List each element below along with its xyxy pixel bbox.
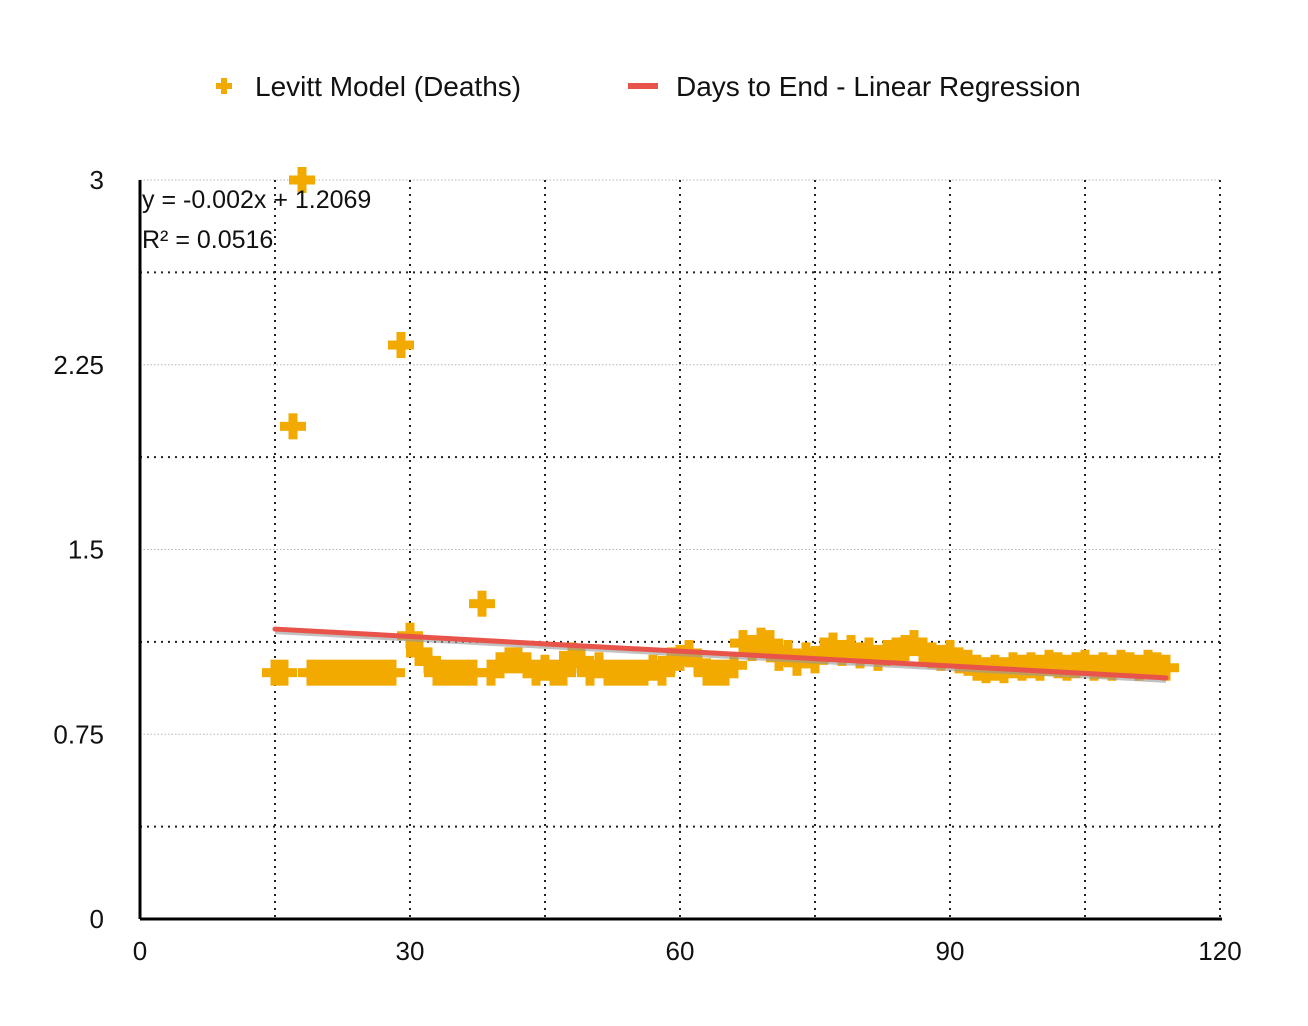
regression-line [272, 626, 1169, 681]
regression-r-squared: R² = 0.0516 [142, 226, 273, 254]
data-point [955, 649, 981, 676]
data-point [280, 413, 306, 440]
data-point [793, 642, 819, 669]
data-point [505, 647, 531, 674]
data-point [739, 635, 765, 662]
data-point [1099, 654, 1125, 681]
axes [138, 180, 1222, 921]
data-point [775, 639, 801, 666]
y-tick-label: 1.5 [68, 535, 104, 565]
data-point [901, 630, 927, 657]
data-point [757, 630, 783, 657]
data-point [838, 635, 864, 662]
x-tick-label: 90 [936, 936, 965, 966]
data-point [631, 659, 657, 686]
data-point [712, 659, 738, 686]
data-point [514, 652, 540, 679]
data-point [586, 652, 612, 679]
data-point [820, 632, 846, 659]
data-point [829, 639, 855, 666]
legend: Levitt Model (Deaths) Days to End - Line… [216, 71, 1081, 102]
data-point [388, 332, 414, 359]
data-point [1072, 649, 1098, 676]
data-point [892, 635, 918, 662]
data-point [865, 644, 891, 671]
data-point [289, 167, 315, 193]
x-tick-label: 120 [1198, 936, 1241, 966]
data-point [928, 644, 954, 671]
data-point [649, 659, 675, 686]
x-tick-label: 30 [396, 936, 425, 966]
data-point [667, 644, 693, 671]
data-point [640, 654, 666, 681]
y-tick-label: 0.75 [53, 719, 104, 749]
data-point [730, 630, 756, 657]
legend-marker-regression [628, 83, 658, 89]
data-point [406, 639, 432, 666]
data-point [478, 659, 504, 686]
x-tick-label: 60 [666, 936, 695, 966]
data-point [559, 642, 585, 669]
scatter-points [262, 167, 1179, 686]
data-point [910, 637, 936, 664]
data-point [487, 652, 513, 679]
data-point [469, 590, 495, 617]
data-point [460, 659, 486, 686]
data-point [1153, 654, 1179, 681]
x-tick-label: 0 [133, 936, 147, 966]
regression-line-shadow [274, 630, 1167, 683]
y-tick-label: 3 [90, 165, 104, 195]
regression-annotation: y = -0.002x + 1.2069 R² = 0.0516 [142, 186, 371, 254]
y-tick-label: 0 [90, 904, 104, 934]
data-point [379, 659, 405, 686]
data-point [784, 649, 810, 676]
regression-equation: y = -0.002x + 1.2069 [142, 186, 371, 214]
legend-label-regression: Days to End - Linear Regression [676, 71, 1081, 102]
data-point [1126, 654, 1152, 681]
data-point [685, 649, 711, 676]
data-point [532, 654, 558, 681]
grid [140, 179, 1221, 919]
tick-labels: 0 30 60 90 120 0 0.75 1.5 2.25 3 [53, 165, 1241, 966]
regression-line-group [272, 626, 1169, 683]
data-point [847, 642, 873, 669]
data-point [568, 647, 594, 674]
data-point [811, 637, 837, 664]
legend-label-levitt: Levitt Model (Deaths) [255, 71, 521, 102]
data-point [523, 659, 549, 686]
y-tick-label: 2.25 [53, 350, 104, 380]
data-point [415, 647, 441, 674]
legend-marker-levitt [216, 78, 232, 94]
data-point [721, 652, 747, 679]
data-point [937, 639, 963, 666]
data-point [577, 659, 603, 686]
data-point [550, 659, 576, 686]
data-point [1027, 654, 1053, 681]
data-point [856, 637, 882, 664]
data-point [271, 659, 297, 686]
